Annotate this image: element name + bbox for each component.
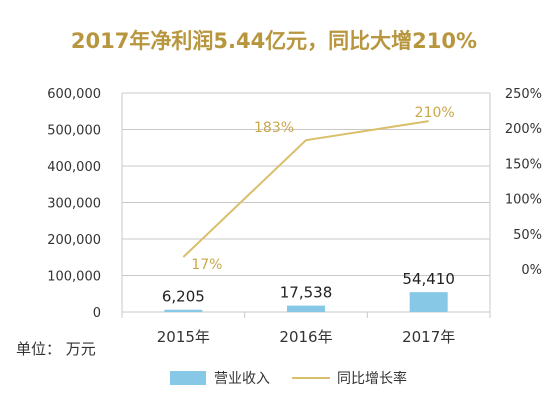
right-tick-label: 100% <box>505 193 542 208</box>
right-tick-label: 0% <box>521 263 542 278</box>
bar <box>287 305 325 312</box>
unit-label: 单位： 万元 <box>16 340 96 358</box>
line-value-label: 17% <box>191 257 222 273</box>
left-tick-label: 600,000 <box>47 87 101 102</box>
right-tick-label: 250% <box>505 87 542 102</box>
growth-line <box>182 120 429 258</box>
bar <box>409 292 448 312</box>
legend-bar-label: 营业收入 <box>214 371 270 387</box>
bar-value-label: 17,538 <box>280 284 333 302</box>
left-tick-label: 0 <box>93 306 101 321</box>
left-tick-label: 200,000 <box>47 233 101 248</box>
line-value-label: 183% <box>254 120 294 136</box>
category-label: 2017年 <box>402 328 455 346</box>
right-tick-label: 200% <box>505 122 542 137</box>
left-tick-label: 100,000 <box>47 270 101 285</box>
right-tick-label: 150% <box>505 157 542 172</box>
left-tick-label: 500,000 <box>47 124 101 139</box>
left-tick-label: 300,000 <box>47 197 101 212</box>
bar-value-label: 6,205 <box>162 288 205 306</box>
left-tick-label: 400,000 <box>47 160 101 175</box>
bar <box>164 309 203 312</box>
category-label: 2016年 <box>279 328 332 346</box>
bar-value-label: 54,410 <box>402 270 455 288</box>
legend-line-label: 同比增长率 <box>337 370 407 387</box>
chart-title: 2017年净利润5.44亿元，同比大增210% <box>71 29 477 53</box>
line-value-label: 210% <box>415 105 455 121</box>
right-tick-label: 50% <box>513 228 542 243</box>
legend-bar-swatch <box>170 371 206 385</box>
category-label: 2015年 <box>157 328 210 346</box>
